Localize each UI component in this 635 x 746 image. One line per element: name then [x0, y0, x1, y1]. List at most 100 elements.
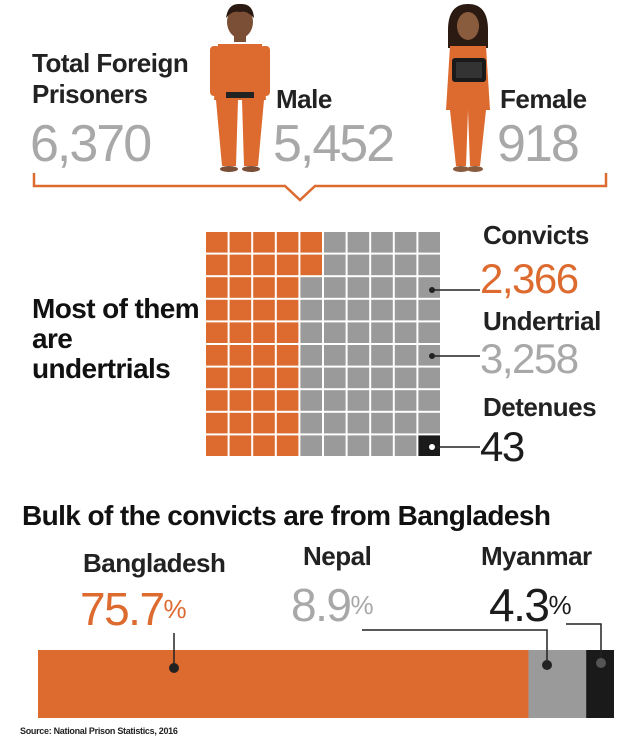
undertrial-cell [324, 367, 346, 389]
undertrial-cell [300, 345, 322, 366]
convicts-cell [229, 277, 252, 298]
undertrial-cell [394, 345, 417, 366]
convicts-cell [253, 345, 275, 366]
female-label: Female [500, 84, 587, 114]
convicts-cell [206, 435, 228, 456]
convicts-cell [253, 435, 275, 456]
convicts-cell [206, 232, 228, 253]
undertrial-cell [324, 254, 346, 276]
undertrial-cell [347, 367, 370, 389]
detenues-label: Detenues [483, 392, 597, 422]
female-value: 918 [497, 115, 580, 173]
total-foreign-prisoners-label: Total Foreign Prisoners [32, 48, 189, 109]
convicts-cell [206, 390, 228, 411]
undertrial-cell [324, 299, 346, 321]
undertrial-cell [347, 254, 370, 276]
bangladesh-bar-segment [38, 650, 529, 718]
myanmar-pct: 4.3% [489, 582, 572, 628]
convicts-cell [253, 232, 275, 253]
undertrial-cell [371, 435, 393, 456]
convicts-cell [276, 390, 299, 411]
detenues-leader-dot [429, 444, 435, 450]
bangladesh-pct-unit: % [163, 594, 187, 624]
total-foreign-prisoners-value: 6,370 [30, 115, 152, 173]
convicts-cell [206, 299, 228, 321]
undertrial-cell [347, 412, 370, 434]
bangladesh-headline: Bulk of the convicts are from Bangladesh [22, 500, 551, 531]
undertrial-cell [347, 390, 370, 411]
undertrial-cell [394, 232, 417, 253]
undertrial-cell [300, 277, 322, 298]
convicts-value: 2,366 [480, 255, 579, 302]
nepal-label: Nepal [303, 541, 372, 571]
convicts-cell [300, 254, 322, 276]
undertrial-cell [347, 232, 370, 253]
undertrial-cell [371, 390, 393, 411]
undertrial-cell [300, 367, 322, 389]
totals-bracket [32, 173, 608, 202]
myanmar-pct-unit: % [548, 590, 571, 620]
female-prisoner-icon [446, 4, 490, 172]
undertrial-cell [371, 322, 393, 343]
undertrial-cell [418, 412, 440, 434]
nepal-bar-segment [528, 650, 587, 718]
convicts-cell [206, 322, 228, 343]
convicts-cell [229, 435, 252, 456]
undertrial-cell [324, 435, 346, 456]
undertrial-cell [418, 322, 440, 343]
undertrial-cell [418, 232, 440, 253]
convicts-cell [253, 322, 275, 343]
detenues-cell [418, 435, 440, 456]
convicts-cell [276, 299, 299, 321]
bangladesh-label: Bangladesh [83, 548, 226, 578]
convicts-cell [206, 345, 228, 366]
undertrial-cell [347, 299, 370, 321]
nepal-connector [362, 629, 552, 670]
undertrial-cell [324, 345, 346, 366]
undertrial-label: Undertrial [483, 306, 601, 336]
undertrial-cell [418, 277, 440, 298]
convicts-cell [206, 367, 228, 389]
undertrial-value: 3,258 [480, 335, 579, 382]
undertrial-cell [371, 299, 393, 321]
convicts-cell [229, 299, 252, 321]
convicts-cell [229, 254, 252, 276]
undertrial-cell [418, 299, 440, 321]
undertrial-cell [394, 254, 417, 276]
convicts-cell [229, 412, 252, 434]
myanmar-pct-value: 4.3 [489, 579, 550, 631]
myanmar-connector [566, 623, 606, 668]
convicts-cell [276, 322, 299, 343]
undertrial-cell [300, 390, 322, 411]
convicts-cell [276, 345, 299, 366]
undertrial-cell [418, 254, 440, 276]
male-value: 5,452 [273, 115, 395, 173]
undertrial-cell [300, 299, 322, 321]
bangladesh-connector [169, 633, 179, 673]
convicts-cell [206, 412, 228, 434]
undertrial-cell [300, 412, 322, 434]
convicts-cell [229, 390, 252, 411]
undertrial-cell [347, 322, 370, 343]
undertrial-cell [394, 390, 417, 411]
undertrial-leader-dot [429, 353, 435, 359]
undertrial-cell [300, 435, 322, 456]
convicts-cell [253, 412, 275, 434]
male-prisoner-icon [210, 3, 270, 172]
undertrial-cell [371, 254, 393, 276]
undertrial-cell [394, 299, 417, 321]
convicts-cell [206, 254, 228, 276]
undertrial-cell [418, 367, 440, 389]
undertrial-cell [324, 277, 346, 298]
convicts-cell [253, 299, 275, 321]
convicts-cell [276, 232, 299, 253]
undertrial-cell [394, 435, 417, 456]
undertrial-cell [324, 390, 346, 411]
undertrial-cell [394, 367, 417, 389]
convicts-cell [229, 322, 252, 343]
convicts-leader-dot [429, 287, 435, 293]
undertrial-cell [324, 322, 346, 343]
nepal-pct: 8.9% [291, 582, 374, 628]
